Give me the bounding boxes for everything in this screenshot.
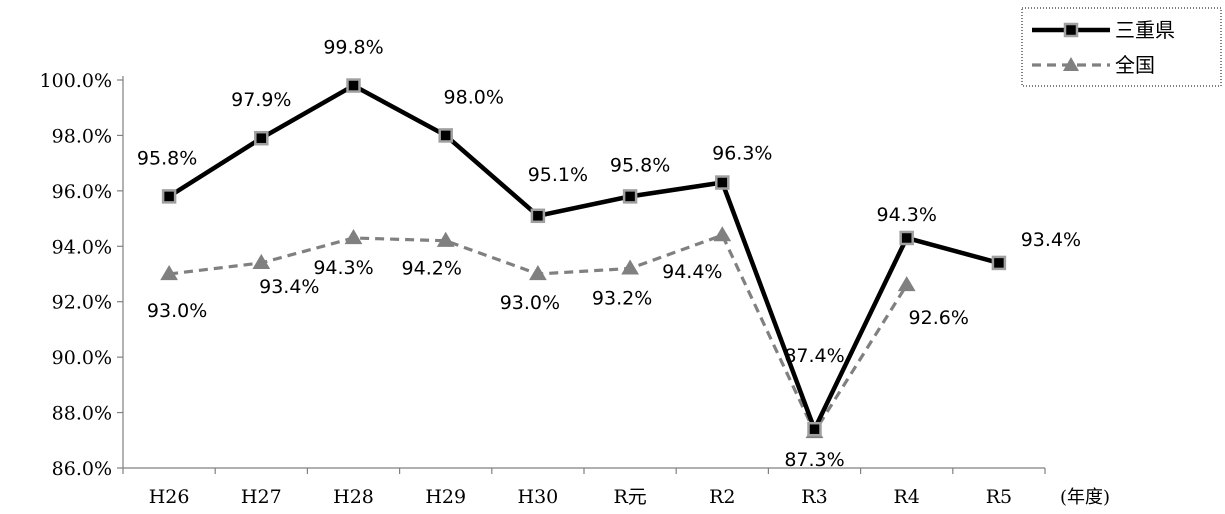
x-tick-label: H26	[149, 486, 190, 508]
data-label-prefecture: 94.3%	[877, 204, 937, 226]
x-tick-label: H27	[241, 486, 282, 508]
data-label-prefecture: 98.0%	[444, 86, 504, 108]
x-tick-label: R5	[986, 486, 1012, 508]
data-label-national: 93.0%	[500, 292, 560, 314]
data-label-prefecture: 96.3%	[712, 143, 772, 165]
data-label-national: 93.4%	[259, 276, 319, 298]
data-point-prefecture	[161, 189, 177, 204]
data-point-national	[713, 226, 732, 242]
data-label-national: 93.0%	[147, 300, 207, 322]
legend-label-national: 全国	[1115, 53, 1155, 77]
data-point-prefecture	[254, 130, 269, 146]
data-point-prefecture	[346, 78, 361, 93]
y-tick-label: 98.0%	[52, 125, 112, 147]
data-label-national: 94.2%	[402, 258, 462, 280]
data-label-national: 94.4%	[662, 261, 722, 283]
x-tick-label: R3	[801, 486, 827, 508]
y-tick-label: 92.0%	[52, 292, 112, 314]
x-tick-label: R2	[709, 486, 735, 508]
data-point-prefecture	[899, 230, 914, 246]
y-tick-label: 94.0%	[52, 236, 112, 258]
y-tick-label: 90.0%	[52, 347, 112, 369]
data-label-national: 93.2%	[592, 287, 652, 309]
y-tick-label: 88.0%	[52, 403, 112, 425]
y-tick-label: 96.0%	[52, 181, 112, 203]
legend-label-prefecture: 三重県	[1115, 18, 1175, 42]
data-label-prefecture: 95.8%	[137, 147, 197, 169]
data-label-prefecture: 93.4%	[1021, 229, 1081, 251]
data-point-national	[436, 231, 455, 247]
data-point-prefecture	[991, 255, 1007, 271]
data-point-national	[252, 253, 271, 270]
data-point-national	[897, 276, 916, 292]
x-tick-label: H30	[518, 486, 559, 508]
x-tick-label: H28	[333, 486, 374, 508]
data-label-prefecture: 97.9%	[231, 89, 291, 111]
x-tick-label: H29	[425, 486, 466, 508]
series-line-national	[168, 233, 909, 436]
legend-marker-prefecture	[1063, 22, 1079, 38]
y-tick-label: 100.0%	[40, 70, 112, 92]
data-point-prefecture	[438, 128, 453, 143]
data-point-prefecture	[622, 189, 638, 204]
legend-box	[1021, 7, 1222, 87]
data-label-prefecture: 95.1%	[528, 164, 588, 186]
data-label-national: 87.3%	[784, 449, 844, 471]
data-label-national: 94.3%	[313, 257, 373, 279]
x-unit-label: (年度)	[1060, 487, 1110, 508]
data-point-prefecture	[807, 421, 822, 437]
data-point-prefecture	[530, 208, 546, 224]
legend-marker-national	[1063, 57, 1079, 71]
data-point-prefecture	[715, 175, 730, 190]
data-point-national	[160, 265, 178, 281]
y-tick-label: 86.0%	[52, 458, 112, 480]
data-label-prefecture: 95.8%	[610, 154, 670, 176]
data-label-prefecture: 87.4%	[784, 345, 844, 367]
series-line-prefecture	[167, 82, 1000, 435]
data-label-national: 92.6%	[909, 307, 969, 329]
x-tick-label: R4	[893, 486, 919, 508]
data-point-national	[621, 259, 639, 275]
data-point-national	[529, 265, 547, 281]
x-tick-label: R元	[613, 486, 646, 508]
data-label-prefecture: 99.8%	[323, 37, 383, 59]
data-point-national	[344, 228, 363, 245]
